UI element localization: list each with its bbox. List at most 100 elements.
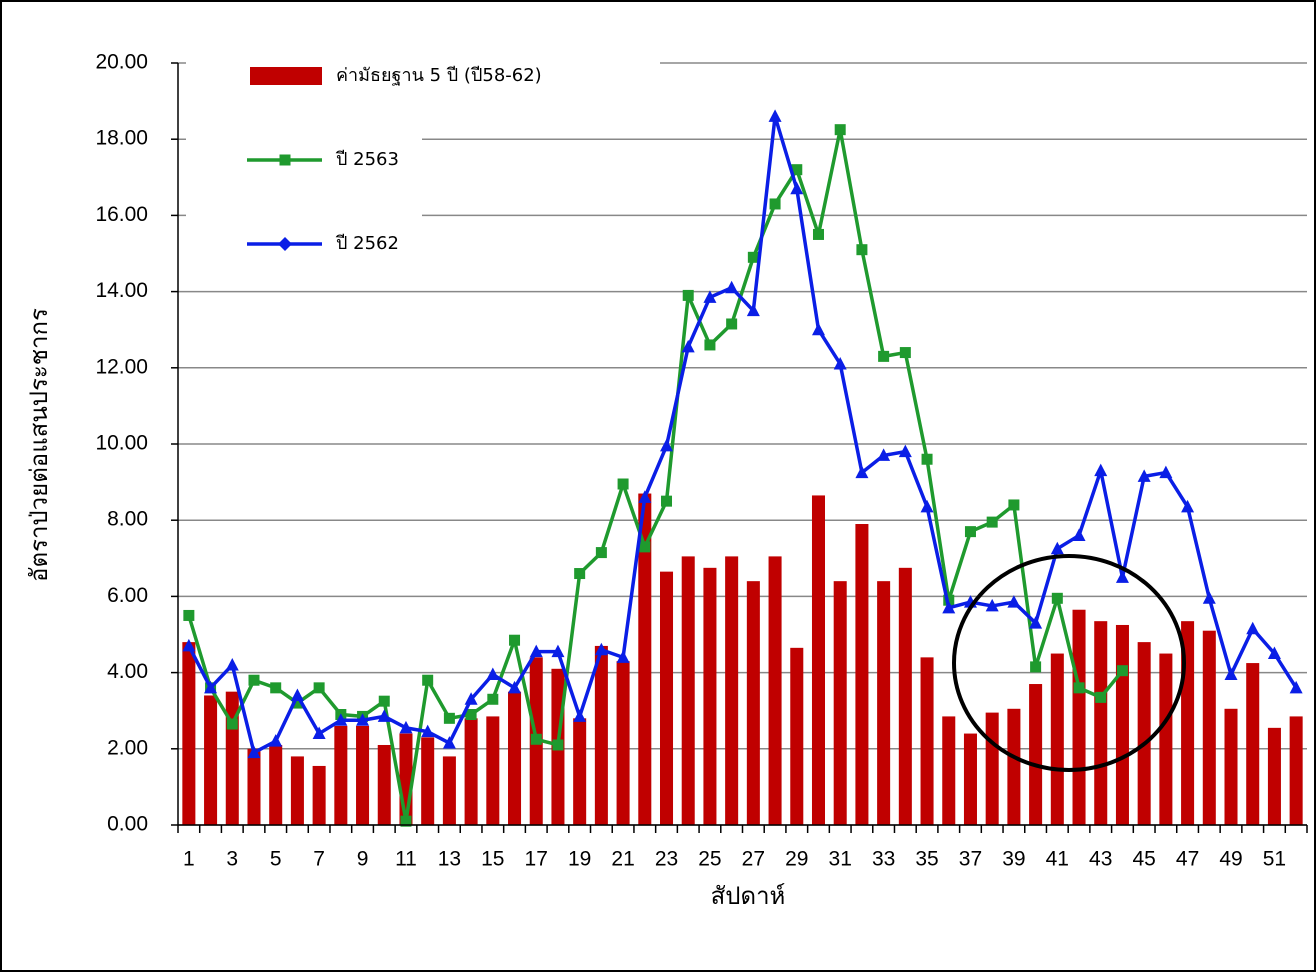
x-axis-title: สัปดาห์ — [711, 882, 786, 910]
bar — [334, 725, 348, 825]
line-series — [187, 114, 1298, 755]
point-marker — [942, 600, 956, 614]
x-tick-label: 23 — [655, 848, 678, 871]
bar — [659, 571, 674, 825]
point-marker — [920, 499, 934, 513]
point-marker — [356, 713, 370, 726]
x-tick-label: 5 — [270, 848, 282, 871]
y-tick-label: 2.00 — [107, 736, 148, 759]
point-marker — [312, 726, 326, 740]
bar — [204, 695, 218, 825]
point-marker — [639, 541, 651, 553]
point-marker — [661, 495, 673, 507]
point-marker — [768, 109, 782, 122]
bar — [1159, 653, 1173, 825]
x-tick-label: 31 — [829, 848, 852, 871]
bar — [616, 661, 630, 825]
point-marker — [855, 465, 869, 479]
point-marker — [509, 634, 521, 646]
point-marker — [1246, 621, 1260, 635]
point-marker — [573, 709, 587, 722]
legend-background — [186, 100, 422, 270]
y-tick-label: 6.00 — [107, 584, 148, 607]
point-marker — [1289, 680, 1303, 694]
bar — [833, 581, 847, 825]
x-tick-label: 41 — [1046, 848, 1069, 871]
bar — [746, 581, 760, 825]
point-marker — [703, 290, 717, 303]
axes: 0.00 2.00 4.00 6.00 8.00 10.00 12.00 14.00 16.00… — [95, 51, 1308, 871]
x-tick-label: 39 — [1002, 848, 1025, 871]
legend-marker — [279, 154, 291, 166]
point-marker — [465, 709, 477, 721]
bar — [182, 642, 196, 825]
point-marker — [681, 339, 695, 353]
point-marker — [334, 713, 348, 726]
y-axis-title: อัตราป่วยต่อแสนประชากร — [25, 308, 53, 582]
legend-label: ปี 2563 — [336, 149, 399, 170]
y-tick-label: 10.00 — [95, 432, 148, 455]
y-tick-label: 14.00 — [95, 279, 148, 302]
x-tick-label: 37 — [959, 848, 982, 871]
legend: ค่ามัธยฐาน 5 ปี (ปี58-62) ปี 2563 ปี 2562 — [186, 52, 660, 270]
point-marker — [1181, 499, 1195, 513]
bar — [1137, 642, 1151, 825]
bar — [703, 567, 717, 825]
y-tick-label: 12.00 — [95, 355, 148, 378]
bar — [985, 712, 999, 825]
x-tick-label: 51 — [1263, 848, 1286, 871]
bar — [790, 647, 804, 825]
y-tick-label: 8.00 — [107, 508, 148, 531]
point-marker — [269, 734, 283, 747]
point-marker — [574, 568, 586, 580]
bar — [464, 718, 478, 825]
point-marker — [1073, 682, 1085, 694]
point-marker — [726, 318, 738, 330]
x-tick-label: 11 — [395, 848, 417, 871]
point-marker — [921, 453, 933, 465]
bar — [1072, 609, 1086, 825]
point-marker — [616, 650, 630, 663]
point-marker — [682, 289, 694, 301]
point-marker — [1202, 591, 1216, 604]
point-marker — [898, 444, 912, 458]
point-marker — [442, 736, 456, 749]
x-tick-label: 27 — [742, 848, 765, 871]
bar — [421, 737, 435, 825]
x-tick-label: 33 — [872, 848, 895, 871]
bar — [1267, 727, 1281, 825]
point-marker — [508, 680, 522, 694]
point-marker — [422, 674, 434, 686]
x-tick-label: 35 — [915, 848, 938, 871]
point-marker — [595, 547, 607, 559]
point-marker — [1008, 499, 1020, 511]
point-marker — [247, 745, 261, 759]
point-marker — [769, 198, 781, 210]
point-marker — [811, 322, 825, 336]
bar — [638, 493, 652, 825]
point-marker — [487, 693, 499, 705]
point-marker — [378, 695, 390, 707]
x-tick-label: 17 — [525, 848, 548, 871]
point-marker — [291, 697, 303, 709]
bar — [508, 691, 522, 825]
point-marker — [183, 609, 195, 621]
point-marker — [791, 164, 803, 176]
bar — [1224, 708, 1238, 825]
y-tick-label: 16.00 — [95, 203, 148, 226]
bar — [312, 765, 326, 825]
point-marker — [747, 251, 759, 263]
point-marker — [812, 228, 824, 240]
x-tick-label: 29 — [785, 848, 808, 871]
bar — [768, 556, 782, 825]
bar — [1094, 621, 1108, 825]
bar — [486, 716, 500, 825]
point-marker — [377, 709, 391, 722]
point-marker — [1007, 595, 1021, 608]
bar — [1202, 630, 1216, 825]
point-marker — [464, 692, 478, 705]
bar — [920, 657, 934, 825]
bar — [1115, 624, 1129, 825]
point-marker — [551, 644, 565, 658]
x-tick-label: 19 — [568, 848, 591, 871]
